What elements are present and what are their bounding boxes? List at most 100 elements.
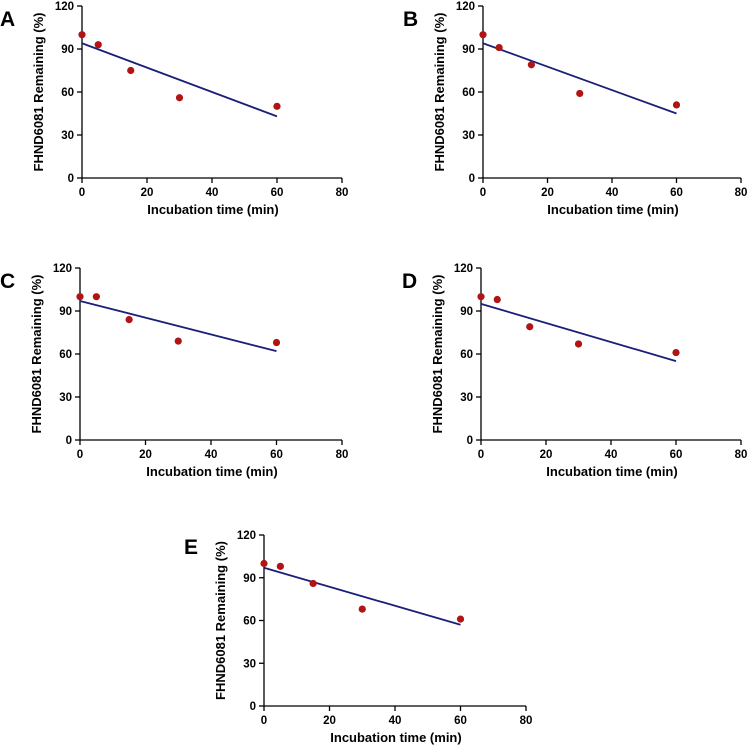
panel-letter: B	[403, 8, 418, 31]
data-point	[127, 66, 135, 75]
y-tick-label: 90	[59, 306, 72, 318]
x-tick-label: 60	[670, 187, 683, 199]
x-tick-label: 0	[79, 187, 85, 199]
x-axis-title: Incubation time (min)	[546, 464, 677, 479]
x-tick-label: 20	[540, 449, 553, 461]
x-tick-label: 20	[141, 187, 154, 199]
x-tick-label: 20	[541, 187, 554, 199]
x-axis-title: Incubation time (min)	[146, 464, 277, 479]
y-tick-label: 120	[454, 263, 473, 275]
data-point	[672, 348, 680, 357]
y-axis-title: FHND6081 Remaining (%)	[430, 275, 445, 434]
x-tick-label: 0	[478, 449, 484, 461]
data-point	[358, 605, 366, 613]
data-point	[273, 102, 281, 110]
fit-line	[81, 42, 278, 118]
panel-letter: A	[0, 8, 15, 31]
data-point	[576, 89, 584, 98]
y-tick-label: 30	[462, 130, 475, 142]
y-axis-title: FHND6081 Remaining (%)	[432, 13, 447, 172]
data-point	[260, 559, 268, 568]
fit-line	[79, 300, 277, 353]
x-tick-label: 0	[77, 449, 83, 461]
y-tick-label: 0	[467, 435, 473, 447]
y-tick-label: 120	[456, 1, 475, 13]
x-tick-label: 80	[735, 187, 748, 199]
x-tick-label: 60	[270, 449, 283, 461]
y-tick-label: 30	[243, 658, 256, 670]
y-tick-label: 120	[53, 263, 72, 275]
fit-line	[263, 566, 461, 626]
y-tick-label: 30	[59, 392, 72, 404]
data-point	[92, 293, 100, 301]
y-tick-label: 0	[250, 701, 256, 713]
data-point	[276, 562, 284, 570]
x-tick-label: 20	[139, 449, 152, 461]
y-tick-label: 60	[243, 616, 256, 628]
data-point	[94, 41, 102, 49]
fit-line	[480, 302, 677, 363]
x-axis-title: Incubation time (min)	[547, 202, 678, 217]
data-point	[174, 337, 182, 345]
x-tick-label: 40	[206, 187, 219, 199]
data-point	[479, 31, 487, 39]
data-point	[175, 94, 184, 102]
data-point	[495, 43, 503, 52]
data-point	[477, 293, 485, 301]
x-tick-label: 40	[606, 187, 619, 199]
data-point	[526, 323, 534, 331]
x-tick-label: 80	[735, 449, 748, 461]
y-axis-title: FHND6081 Remaining (%)	[31, 13, 46, 172]
y-tick-label: 60	[61, 87, 74, 99]
panel-letter: D	[402, 270, 417, 293]
y-tick-label: 0	[68, 173, 74, 185]
x-tick-label: 80	[336, 449, 349, 461]
x-tick-label: 80	[336, 187, 349, 199]
x-tick-label: 40	[205, 449, 218, 461]
y-tick-label: 120	[237, 530, 256, 542]
y-tick-label: 0	[66, 435, 72, 447]
data-point	[527, 61, 535, 69]
x-axis-title: Incubation time (min)	[330, 730, 461, 745]
x-axis-title: Incubation time (min)	[147, 202, 278, 217]
x-tick-label: 80	[520, 715, 533, 727]
x-tick-label: 60	[454, 715, 467, 727]
data-point	[456, 615, 465, 623]
y-tick-label: 90	[243, 573, 256, 585]
data-point	[76, 293, 84, 301]
y-tick-label: 30	[61, 130, 74, 142]
y-tick-label: 60	[462, 87, 475, 99]
data-point	[493, 295, 501, 304]
data-point	[272, 338, 281, 347]
panel-a: A 0 30 60 90 120 0 20 40 60 80 Incubation time (min…	[0, 1, 348, 217]
x-tick-label: 40	[605, 449, 618, 461]
y-tick-label: 90	[462, 44, 475, 56]
x-tick-label: 60	[271, 187, 284, 199]
data-point	[309, 579, 317, 588]
y-tick-label: 60	[460, 349, 473, 361]
y-tick-label: 90	[61, 44, 74, 56]
panel-b: B 0 30 60 90 120 0 20 40 60 80 Incubation time (min…	[403, 1, 747, 217]
y-tick-label: 0	[469, 173, 475, 185]
x-tick-label: 0	[480, 187, 486, 199]
panel-e: E 0 30 60 90 120 0 20 40 60 80 Incubation time (min…	[184, 530, 532, 745]
panel-d: D 0 30 60 90 120 0 20 40 60 80 Incubation time (min…	[402, 263, 747, 479]
y-tick-label: 90	[460, 306, 473, 318]
y-axis-title: FHND6081 Remaining (%)	[213, 541, 228, 700]
y-tick-label: 30	[460, 392, 473, 404]
y-tick-label: 120	[55, 1, 74, 13]
y-axis-title: FHND6081 Remaining (%)	[29, 275, 44, 434]
panel-letter: E	[184, 536, 198, 559]
panel-c: C 0 30 60 90 120 0 20 40 60 80 Incubation time (min…	[0, 263, 348, 479]
fit-line	[482, 42, 677, 115]
x-tick-label: 0	[261, 715, 267, 727]
panel-letter: C	[0, 270, 15, 293]
data-point	[574, 340, 583, 348]
x-tick-label: 20	[323, 715, 336, 727]
x-tick-label: 40	[389, 715, 402, 727]
data-point	[125, 316, 133, 324]
data-point	[78, 31, 86, 39]
data-point	[672, 101, 681, 109]
y-tick-label: 60	[59, 349, 72, 361]
